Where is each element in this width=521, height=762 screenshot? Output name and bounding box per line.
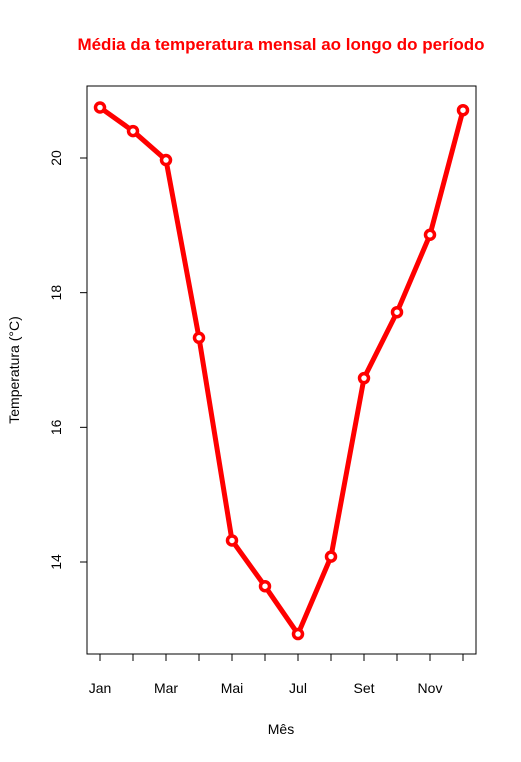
x-tick-label: Mai bbox=[221, 680, 244, 696]
data-point bbox=[327, 552, 336, 561]
y-axis-label: Temperatura (°C) bbox=[6, 316, 22, 424]
data-point bbox=[261, 582, 270, 591]
x-axis-label: Mês bbox=[268, 721, 294, 737]
x-tick-label: Nov bbox=[418, 680, 443, 696]
x-tick-label: Jul bbox=[289, 680, 307, 696]
data-point bbox=[96, 103, 105, 112]
series-line bbox=[100, 108, 463, 635]
x-tick-label: Set bbox=[353, 680, 374, 696]
data-point bbox=[294, 630, 303, 639]
data-point bbox=[195, 333, 204, 342]
plot-box bbox=[87, 86, 476, 654]
data-point bbox=[129, 127, 138, 136]
y-tick-label: 20 bbox=[48, 150, 64, 166]
y-tick-label: 16 bbox=[48, 419, 64, 435]
data-point bbox=[360, 374, 369, 383]
y-tick-label: 18 bbox=[48, 285, 64, 301]
x-tick-label: Mar bbox=[154, 680, 178, 696]
series-line-group bbox=[100, 108, 463, 635]
data-point bbox=[162, 156, 171, 165]
chart-title: Média da temperatura mensal ao longo do … bbox=[77, 35, 484, 54]
data-point bbox=[426, 230, 435, 239]
data-point bbox=[228, 536, 237, 545]
y-axis: 14 16 18 20 bbox=[48, 150, 87, 570]
x-axis: Jan Mar Mai Jul Set Nov bbox=[89, 654, 463, 696]
y-tick-label: 14 bbox=[48, 554, 64, 570]
x-tick-label: Jan bbox=[89, 680, 112, 696]
data-point bbox=[393, 308, 402, 317]
data-points bbox=[96, 103, 468, 639]
data-point bbox=[459, 106, 468, 115]
